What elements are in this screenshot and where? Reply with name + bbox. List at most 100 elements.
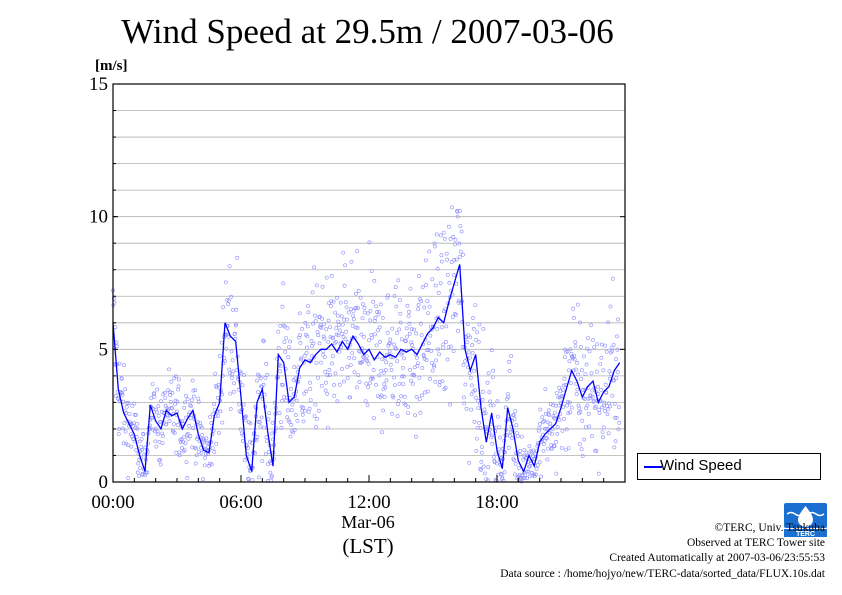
sample-point [199,450,204,455]
sample-point [117,427,122,431]
sample-point [186,436,191,441]
sample-point [544,426,549,431]
sample-point [226,302,230,307]
sample-point [176,384,181,389]
sample-point [360,360,365,365]
sample-point [596,384,600,389]
sample-point [279,420,283,425]
sample-point [154,410,159,415]
sample-point [276,375,280,380]
sample-point [380,430,384,435]
sample-point [490,441,495,446]
sample-point [141,431,146,436]
sample-point [210,446,215,451]
sample-point [435,266,440,271]
sample-point [365,358,370,363]
sample-point [381,408,386,413]
sample-point [343,263,347,268]
sample-point [341,335,346,339]
sample-point [472,419,477,424]
sample-point [245,446,250,450]
y-tick-label: 15 [89,74,108,95]
sample-point [490,375,495,380]
sample-point [481,327,486,331]
sample-point [541,449,546,453]
sample-point [613,415,618,420]
sample-point [447,224,451,229]
sample-point [479,467,483,472]
sample-point [192,445,197,450]
sample-point [547,430,552,435]
sample-point [223,280,228,285]
sample-point [409,327,414,332]
sample-point [586,411,591,416]
sample-point [377,325,382,330]
sample-point [398,311,403,316]
sample-point [591,338,595,342]
sample-point [590,388,595,393]
sample-point [584,362,589,367]
sample-point [405,411,410,416]
sample-point [397,298,402,303]
sample-point [299,356,304,361]
sample-point [444,339,448,344]
sample-point [478,425,483,430]
sample-point [329,299,334,304]
sample-point [344,317,349,322]
sample-point [357,349,362,354]
sample-point [372,318,377,323]
sample-point [577,406,582,411]
sample-point [541,419,546,424]
sample-point [399,337,404,342]
sample-point [519,434,524,439]
sample-point [226,298,231,303]
sample-point [231,369,236,374]
sample-point [587,424,592,429]
sample-point [458,249,463,254]
sample-point [289,422,294,427]
sample-point [546,408,551,413]
sample-point [537,428,541,433]
sample-point [194,446,198,451]
sample-point [338,300,343,305]
sample-point [598,362,603,367]
sample-point [255,378,259,383]
sample-point [397,381,402,386]
sample-point [126,401,131,406]
sample-point [264,435,269,440]
sample-point [395,414,400,419]
sample-point [191,388,196,393]
sample-point [425,389,430,394]
sample-point [141,432,146,437]
sample-point [121,426,125,431]
sample-point [336,323,341,328]
sample-point [191,426,195,431]
sample-point [382,395,387,399]
sample-point [612,401,617,406]
sample-point [450,205,454,210]
sample-point [559,446,564,450]
sample-point [288,386,293,391]
sample-point [285,326,290,331]
sample-point [123,429,128,434]
legend-line-swatch [644,466,662,468]
sample-point [172,431,177,435]
sample-point [534,472,538,477]
sample-point [432,244,437,249]
sample-point [454,257,459,262]
sample-point [479,459,484,464]
sample-point [495,461,499,466]
sample-point [342,317,347,322]
sample-point [307,406,312,411]
sample-point [311,355,316,360]
sample-point [324,275,329,280]
sample-point [129,444,134,449]
sample-point [549,446,554,451]
sample-point [471,316,475,320]
sample-point [463,382,468,387]
sample-point [431,363,436,368]
sample-point [522,448,527,453]
sample-point [383,355,387,360]
sample-point [237,402,242,407]
